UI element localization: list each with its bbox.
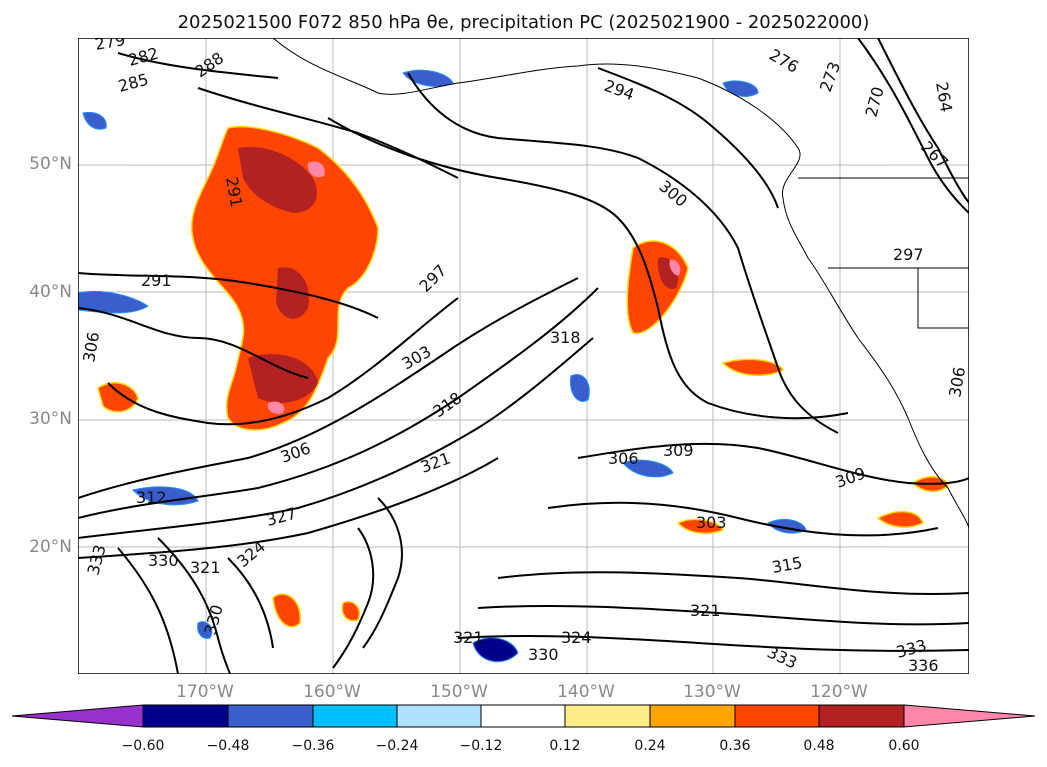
colorbar-segment	[564, 704, 651, 728]
colorbar-tick: −0.24	[375, 738, 419, 754]
colorbar-segment	[396, 704, 482, 728]
precip-peak-front	[669, 259, 681, 276]
precip-core-mid	[276, 267, 309, 319]
contour-label: 330	[148, 551, 179, 570]
precip-blob-tail	[341, 601, 360, 622]
colorbar-extend-right	[903, 704, 1036, 728]
colorbar-tick: −0.36	[291, 738, 335, 754]
precip-neg-east	[622, 459, 674, 478]
colorbar-tick: −0.60	[121, 738, 165, 754]
contour-label: 321	[690, 601, 721, 620]
precip-blob-southeast	[876, 511, 924, 528]
lon-label-140w: 140°W	[557, 682, 615, 702]
precip-negative	[78, 69, 807, 663]
precip-blob-mid	[676, 518, 725, 535]
lon-label-170w: 170°W	[176, 682, 234, 702]
colorbar-segment	[480, 704, 566, 728]
lat-label-50n: 50°N	[29, 154, 72, 174]
contour-label: 279	[93, 38, 126, 54]
precip-neg-small	[197, 621, 213, 639]
lat-label-30n: 30°N	[29, 409, 72, 429]
theta-e-contours	[78, 38, 969, 674]
precip-peak-south	[267, 401, 285, 414]
lon-label-160w: 160°W	[303, 682, 361, 702]
colorbar-segment	[312, 704, 398, 728]
colorbar-tick: 0.48	[803, 738, 835, 754]
precip-core-south	[248, 354, 318, 403]
contour-label: 309	[663, 441, 694, 460]
precip-neg-center	[569, 374, 590, 402]
precip-positive	[97, 125, 949, 628]
lon-label-130w: 130°W	[683, 682, 741, 702]
colorbar-segment	[818, 704, 905, 728]
lat-label-20n: 20°N	[29, 537, 72, 557]
colorbar	[11, 704, 1036, 728]
lat-label-40n: 40°N	[29, 282, 72, 302]
contour-label: 306	[945, 365, 969, 398]
map-title: 2025021500 F072 850 hPa θe, precipitatio…	[177, 12, 870, 33]
precip-blob-south	[272, 593, 301, 628]
colorbar-segment	[142, 704, 229, 728]
colorbar-tick: 0.60	[888, 738, 920, 754]
colorbar-tick: 0.12	[549, 738, 581, 754]
contour-label: 330	[528, 645, 559, 664]
colorbar-tick: 0.24	[634, 738, 666, 754]
precip-neg-west	[78, 290, 149, 314]
contour-label: 303	[696, 513, 727, 532]
contour-label: 306	[608, 449, 639, 468]
colorbar-tick: −0.12	[459, 738, 503, 754]
precip-neg-alaska	[402, 69, 454, 87]
contour-label: 321	[453, 628, 484, 647]
precip-peak-north	[307, 161, 325, 178]
contour-label: 297	[893, 245, 924, 264]
map-canvas: 279 282 285 288 294 276 273 270 264 267 …	[78, 38, 969, 674]
lon-label-120w: 120°W	[810, 682, 868, 702]
precip-blob-east	[721, 358, 784, 377]
precip-neg-south	[472, 637, 519, 663]
contour-label: 312	[136, 488, 167, 507]
lon-label-150w: 150°W	[430, 682, 488, 702]
contour-label: 324	[561, 628, 592, 647]
colorbar-segment	[734, 704, 820, 728]
map-panel: 279 282 285 288 294 276 273 270 264 267 …	[78, 38, 969, 674]
precip-blob-west	[97, 382, 139, 413]
colorbar-segment	[649, 704, 736, 728]
colorbar-extend-left	[11, 704, 144, 728]
contour-label: 318	[550, 328, 581, 347]
contour-label: 321	[190, 558, 221, 577]
precip-neg-nw	[82, 111, 107, 130]
contour-label: 336	[908, 656, 939, 674]
colorbar-tick: 0.36	[719, 738, 751, 754]
colorbar-tick: −0.48	[206, 738, 250, 754]
contour-label: 291	[141, 271, 172, 290]
colorbar-segment	[227, 704, 314, 728]
precip-neg-subtropics	[132, 486, 199, 506]
precip-core-north	[238, 147, 317, 213]
